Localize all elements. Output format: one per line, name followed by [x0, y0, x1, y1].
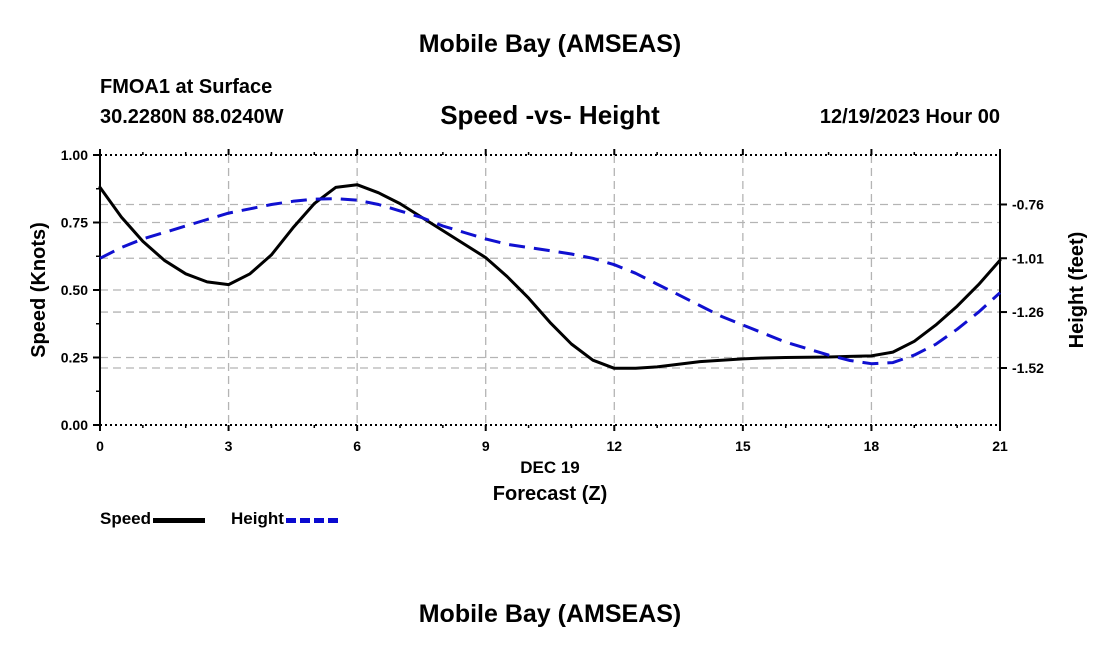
- y2-tick-label: -1.26: [1012, 304, 1044, 320]
- y-tick-label: 0.00: [61, 417, 88, 433]
- x-tick-label: 3: [225, 438, 233, 454]
- y2-tick-label: -1.01: [1012, 250, 1044, 266]
- station-label: FMOA1 at Surface: [100, 76, 273, 98]
- y-tick-label: 0.25: [61, 350, 88, 366]
- x-tick-label: 15: [735, 438, 751, 454]
- x-tick-label: 21: [992, 438, 1008, 454]
- x-tick-label: 9: [482, 438, 490, 454]
- x-axis-title: Forecast (Z): [493, 483, 607, 505]
- forecast-date-label: 12/19/2023 Hour 00: [819, 106, 1000, 128]
- y2-tick-label: -0.76: [1012, 196, 1044, 212]
- x-axis-date-label: DEC 19: [520, 458, 580, 477]
- x-tick-label: 12: [606, 438, 622, 454]
- coordinates-label: 30.2280N 88.0240W: [100, 106, 284, 128]
- x-tick-label: 6: [353, 438, 361, 454]
- x-tick-label: 0: [96, 438, 104, 454]
- x-tick-label: 18: [864, 438, 880, 454]
- legend-speed-label: Speed: [100, 509, 152, 528]
- y-tick-label: 1.00: [61, 147, 88, 163]
- series-line-height: [99, 197, 1002, 366]
- series-line-speed: [98, 183, 1002, 370]
- chart-main-title: Mobile Bay (AMSEAS): [418, 30, 682, 58]
- footer-title: Mobile Bay (AMSEAS): [418, 600, 682, 628]
- y-axis-title: Speed (Knots): [28, 222, 50, 358]
- chart-subtitle: Speed -vs- Height: [440, 100, 660, 130]
- legend-speed: Speed: [100, 509, 206, 529]
- legend-height-label: Height: [231, 509, 284, 528]
- y-tick-label: 0.50: [61, 282, 88, 298]
- legend-height: Height: [231, 509, 338, 529]
- legend-height-swatch: [285, 517, 338, 523]
- y2-tick-label: -1.52: [1012, 360, 1044, 376]
- y-tick-label: 0.75: [61, 215, 88, 231]
- y2-axis-title: Height (feet): [1066, 232, 1088, 349]
- legend-speed-swatch: [153, 517, 206, 523]
